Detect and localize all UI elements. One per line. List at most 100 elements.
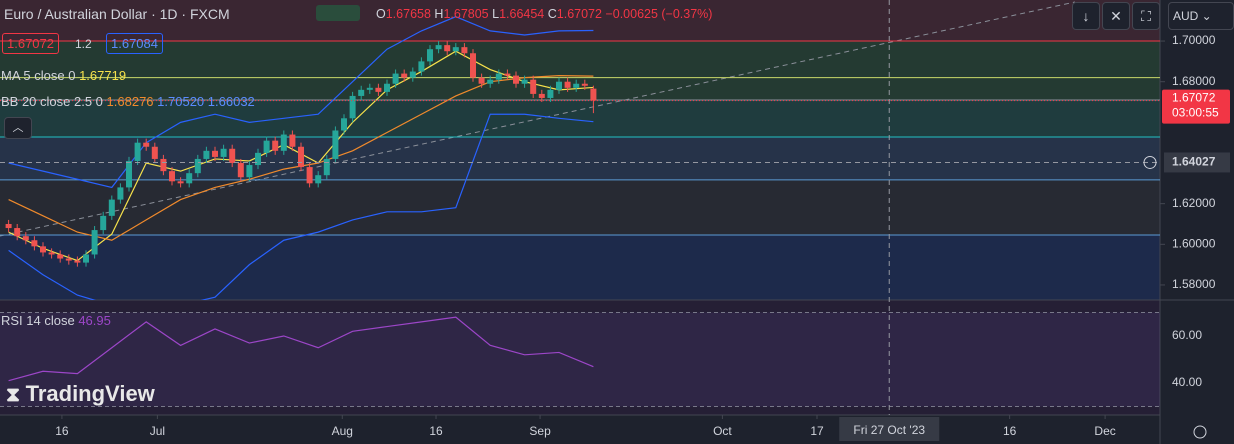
candle-body (573, 83, 580, 88)
candle-body (91, 230, 98, 255)
close-button[interactable]: ✕ (1102, 2, 1130, 30)
candle-body (495, 73, 502, 80)
candle-body (194, 158, 201, 174)
candle-body (478, 77, 485, 84)
candle-body (323, 158, 330, 176)
candle-body (31, 240, 38, 247)
candle-body (547, 89, 554, 98)
currency: AUD (1173, 9, 1199, 23)
candle-body (280, 134, 287, 151)
candle-body (564, 81, 571, 88)
rsi-legend: RSI 14 close 46.95 (1, 313, 111, 328)
label: RSI 14 close (1, 313, 75, 328)
candle-body (332, 130, 339, 159)
candle-body (435, 45, 442, 50)
candle-body (392, 73, 399, 84)
rsi-tick-label: 60.00 (1172, 328, 1202, 342)
label: C (547, 7, 557, 21)
indicator-line (8, 16, 594, 189)
value: 1.67072 (556, 7, 602, 21)
x-tick-label: Aug (332, 424, 353, 438)
y-tick-label: 1.62000 (1172, 196, 1216, 210)
symbol-title[interactable]: Euro / Australian Dollar · 1D · FXCM (4, 6, 230, 22)
x-tick-label: Sep (529, 424, 551, 438)
candle-body (427, 49, 433, 62)
candle-body (263, 140, 270, 153)
x-tick-label: 16 (55, 424, 69, 438)
candle-body (289, 134, 296, 147)
zone (0, 235, 1160, 300)
candle-body (349, 95, 356, 119)
candle-body (298, 146, 304, 168)
brand-logo[interactable]: ⧗ TradingView (6, 381, 155, 407)
x-tick-label: Oct (713, 424, 732, 438)
candle-body (177, 181, 184, 184)
candle-body (5, 223, 12, 229)
value: 1.67805 (443, 7, 489, 21)
collapse-button[interactable]: ︿ (4, 117, 32, 139)
candle-body (409, 71, 416, 78)
candle-body (487, 79, 494, 84)
market-status[interactable] (316, 5, 360, 21)
candle-body (375, 87, 382, 92)
price-badge (1164, 152, 1230, 173)
ohlc: O1.67658 H1.67805 L1.66454 C1.67072 −0.0… (376, 7, 712, 21)
fullscreen-button[interactable]: ⛶ (1132, 2, 1160, 30)
value: 46.95 (78, 313, 111, 328)
candle-body (556, 81, 562, 90)
value: 1.70520 (157, 94, 205, 109)
candle-body (513, 75, 519, 84)
y-tick-label: 1.70000 (1172, 33, 1216, 47)
candle-body (590, 88, 597, 101)
change: −0.00625 (−0.37%) (605, 7, 713, 21)
y-tick-label: 1.60000 (1172, 236, 1216, 250)
candle-body (22, 236, 29, 241)
buy-button[interactable]: 1.67084 (106, 33, 163, 54)
label: L (492, 7, 500, 21)
candle-body (246, 165, 253, 178)
last-price-badge (1162, 89, 1230, 124)
candle-body (521, 79, 528, 84)
zone (0, 180, 1160, 235)
candle-body (418, 61, 425, 72)
zone (0, 137, 1160, 180)
candle-body (461, 47, 468, 54)
candle-body (530, 79, 537, 94)
logo-mark: ⧗ (6, 384, 26, 406)
y-tick-label: 1.58000 (1172, 277, 1216, 291)
bb-legend: BB 20 close 2.5 0 1.68276 1.70520 1.6603… (1, 94, 255, 109)
sell-button[interactable]: 1.67072 (2, 33, 59, 54)
candle-body (581, 83, 588, 86)
candle-body (384, 83, 390, 92)
candle-body (48, 252, 55, 255)
x-tick-label: 17 (810, 424, 824, 438)
rsi-pane (0, 300, 1160, 415)
candle-body (65, 258, 72, 261)
candle-body (444, 45, 451, 52)
candle-body (134, 142, 141, 161)
scroll-down[interactable]: ↓ (1072, 2, 1100, 30)
candle-body (366, 87, 373, 90)
last-price: 1.67072 (1172, 91, 1216, 105)
trend-line (0, 1, 1076, 237)
candle-body (272, 140, 279, 151)
indicator-line (8, 113, 594, 300)
value: 1.67658 (385, 7, 431, 21)
crosshair-time: Fri 27 Oct '23 (853, 423, 925, 437)
spread: 1.2 (75, 37, 92, 51)
candle-body (57, 254, 64, 259)
x-tick-label: Jul (150, 424, 165, 438)
ma-legend: MA 5 close 0 1.67719 (1, 68, 126, 83)
candle-body (160, 158, 167, 172)
label: BB 20 close 2.5 0 (1, 94, 103, 109)
candle-body (169, 171, 175, 182)
value: 1.66454 (499, 7, 545, 21)
candle-body (237, 163, 244, 178)
candle-body (212, 150, 218, 157)
candle-body (255, 152, 261, 166)
currency-select[interactable]: AUD ⌄ (1168, 2, 1234, 30)
candle-body (14, 228, 21, 237)
candle-body (470, 53, 476, 78)
y-tick-label: 1.68000 (1172, 74, 1216, 88)
